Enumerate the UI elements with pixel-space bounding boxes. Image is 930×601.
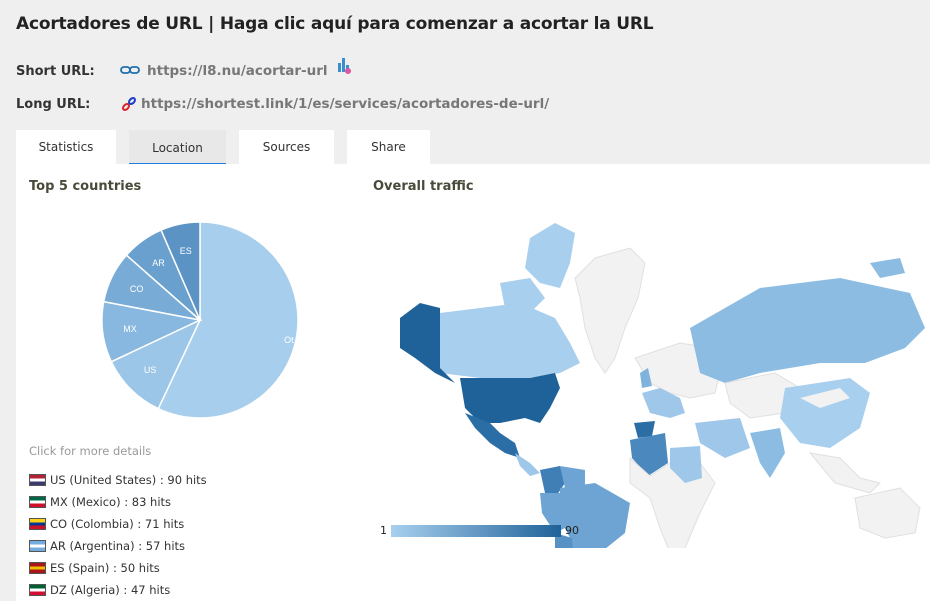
country-item-ar[interactable]: AR (Argentina) : 57 hits <box>29 535 207 557</box>
country-label: US (United States) : 90 hits <box>50 473 207 487</box>
map-alaska <box>400 303 455 383</box>
country-label: AR (Argentina) : 57 hits <box>50 539 186 553</box>
map-brazil <box>560 483 630 548</box>
country-label: ES (Spain) : 50 hits <box>50 561 160 575</box>
map-canada-arctic <box>525 223 575 288</box>
legend-min-value: 1 <box>380 524 387 537</box>
map-peru <box>540 493 565 533</box>
broken-link-icon <box>120 96 138 112</box>
dz-flag-icon <box>29 584 46 596</box>
map-australia <box>854 487 921 539</box>
map-usa <box>460 373 560 423</box>
map-color-legend: 1 90 <box>380 524 579 537</box>
country-label: MX (Mexico) : 83 hits <box>50 495 172 509</box>
map-spain <box>634 421 655 438</box>
country-list: US (United States) : 90 hits MX (Mexico)… <box>29 469 207 601</box>
pie-label: Ot <box>284 335 294 345</box>
tab-location[interactable]: Location <box>129 130 226 166</box>
pie-label: AR <box>152 258 165 268</box>
map-greenland <box>574 247 646 374</box>
long-url-row: Long URL: https://shortest.link/1/es/ser… <box>16 94 549 114</box>
overall-traffic-title: Overall traffic <box>373 179 474 194</box>
page-title: Acortadores de URL | Haga clic aquí para… <box>16 14 654 34</box>
map-africa <box>629 456 716 548</box>
pie-slice-es[interactable] <box>160 221 201 321</box>
country-item-co[interactable]: CO (Colombia) : 71 hits <box>29 513 207 535</box>
map-russia <box>690 278 925 383</box>
map-uk <box>640 368 652 388</box>
short-url-row: Short URL: https://l8.nu/acortar-url <box>16 58 352 81</box>
country-item-us[interactable]: US (United States) : 90 hits <box>29 469 207 491</box>
top-countries-title: Top 5 countries <box>29 179 142 194</box>
long-url-link[interactable]: https://shortest.link/1/es/services/acor… <box>141 96 550 112</box>
tab-bar: Statistics Location Sources Share <box>16 130 443 166</box>
mx-flag-icon <box>29 496 46 508</box>
ar-flag-icon <box>29 540 46 552</box>
country-item-dz[interactable]: DZ (Algeria) : 47 hits <box>29 579 207 601</box>
pie-slice-ot[interactable] <box>157 221 299 419</box>
long-url-label: Long URL: <box>16 96 91 112</box>
pie-label: US <box>144 365 157 375</box>
map-china <box>780 378 870 448</box>
short-url-link[interactable]: https://l8.nu/acortar-url <box>147 63 328 79</box>
country-item-es[interactable]: ES (Spain) : 50 hits <box>29 557 207 579</box>
map-india <box>750 428 785 478</box>
map-colombia <box>540 466 565 498</box>
country-label: CO (Colombia) : 71 hits <box>50 517 185 531</box>
map-canada <box>440 303 580 378</box>
map-argentina <box>555 533 573 548</box>
tab-statistics[interactable]: Statistics <box>16 130 116 164</box>
country-item-mx[interactable]: MX (Mexico) : 83 hits <box>29 491 207 513</box>
pie-label: CO <box>130 284 144 294</box>
map-algeria <box>630 433 668 476</box>
short-url-label: Short URL: <box>16 63 95 79</box>
co-flag-icon <box>29 518 46 530</box>
tab-share[interactable]: Share <box>347 130 430 164</box>
pie-label: MX <box>123 324 137 334</box>
pie-slice-us[interactable] <box>110 318 202 410</box>
us-flag-icon <box>29 474 46 486</box>
chain-link-icon <box>120 64 142 78</box>
map-mexico <box>465 413 520 458</box>
country-label: DZ (Algeria) : 47 hits <box>50 583 171 597</box>
legend-gradient-bar <box>391 524 561 537</box>
top-countries-pie-chart[interactable]: Ot US MX CO AR ES <box>100 220 300 420</box>
more-details-link[interactable]: Click for more details <box>29 444 152 458</box>
legend-max-value: 90 <box>565 524 579 537</box>
stats-chart-icon[interactable] <box>336 57 352 75</box>
es-flag-icon <box>29 562 46 574</box>
location-panel: Top 5 countries Overall traffic Ot US MX CO… <box>16 164 930 601</box>
world-traffic-map[interactable] <box>380 208 930 548</box>
tab-sources[interactable]: Sources <box>239 130 334 164</box>
pie-label: ES <box>180 246 192 256</box>
